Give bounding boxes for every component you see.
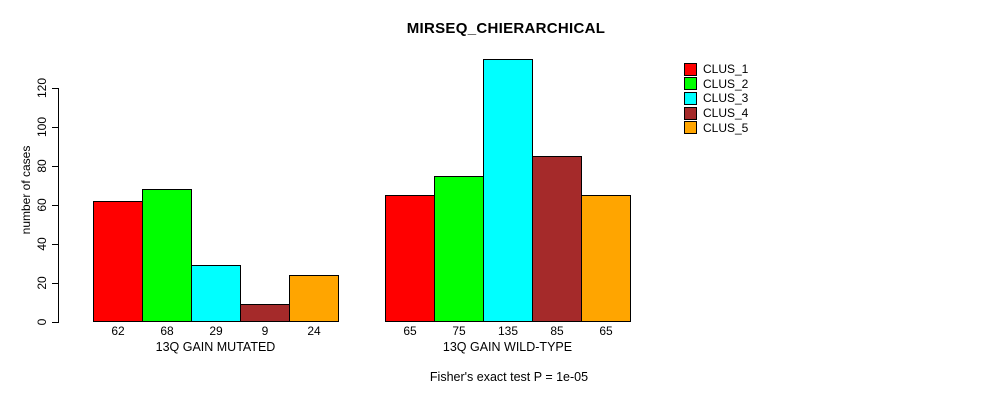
y-tick — [52, 244, 59, 245]
bar-clus_5-group1 — [289, 275, 339, 322]
y-tick-label: 0 — [35, 318, 49, 326]
bar-value-label: 62 — [111, 324, 125, 338]
bar-clus_2-group2 — [434, 176, 484, 322]
y-axis-label: number of cases — [19, 145, 33, 235]
y-tick-label: 120 — [35, 77, 49, 99]
bar-value-label: 65 — [599, 324, 613, 338]
y-tick-label: 40 — [35, 237, 49, 251]
legend-label: CLUS_2 — [703, 76, 749, 91]
bar-value-label: 29 — [209, 324, 223, 338]
bar-value-label: 9 — [261, 324, 269, 338]
y-tick — [52, 88, 59, 89]
legend-label: CLUS_1 — [703, 62, 749, 77]
bar-clus_4-group1 — [240, 304, 290, 322]
y-tick-label: 20 — [35, 276, 49, 290]
legend: CLUS_1 CLUS_2 CLUS_3 CLUS_4 CLUS_5 — [684, 62, 748, 135]
bar-clus_3-group2 — [483, 59, 533, 322]
bar-value-label: 85 — [550, 324, 564, 338]
legend-item-clus_4: CLUS_4 — [684, 106, 748, 121]
chart-title: MIRSEQ_CHIERARCHICAL — [406, 20, 606, 37]
y-tick — [52, 166, 59, 167]
legend-swatch-icon — [684, 91, 697, 105]
group-label-2: 13Q GAIN WILD-TYPE — [442, 340, 573, 354]
y-tick — [52, 205, 59, 206]
bar-clus_4-group2 — [532, 156, 582, 322]
bar-value-label: 65 — [403, 324, 417, 338]
y-tick — [52, 283, 59, 284]
bar-value-label: 75 — [452, 324, 466, 338]
legend-label: CLUS_4 — [703, 106, 749, 121]
legend-swatch-icon — [684, 121, 697, 135]
legend-label: CLUS_3 — [703, 91, 749, 106]
annotation-text: Fisher's exact test P = 1e-05 — [429, 370, 589, 384]
group-label-1: 13Q GAIN MUTATED — [155, 340, 276, 354]
bar-value-label: 68 — [160, 324, 174, 338]
y-tick-label: 80 — [35, 159, 49, 173]
bar-clus_5-group2 — [581, 195, 631, 322]
y-tick-label: 100 — [35, 116, 49, 138]
legend-label: CLUS_5 — [703, 120, 749, 135]
legend-item-clus_5: CLUS_5 — [684, 120, 748, 135]
legend-swatch-icon — [684, 106, 697, 120]
legend-item-clus_2: CLUS_2 — [684, 77, 748, 92]
y-tick — [52, 322, 59, 323]
bar-clus_1-group1 — [93, 201, 143, 322]
legend-item-clus_1: CLUS_1 — [684, 62, 748, 77]
legend-swatch-icon — [684, 62, 697, 76]
bar-value-label: 135 — [497, 324, 519, 338]
bar-clus_2-group1 — [142, 189, 192, 322]
legend-swatch-icon — [684, 77, 697, 91]
y-tick — [52, 127, 59, 128]
bar-clus_1-group2 — [385, 195, 435, 322]
legend-item-clus_3: CLUS_3 — [684, 91, 748, 106]
bar-clus_3-group1 — [191, 265, 241, 322]
bar-value-label: 24 — [307, 324, 321, 338]
y-tick-label: 60 — [35, 198, 49, 212]
